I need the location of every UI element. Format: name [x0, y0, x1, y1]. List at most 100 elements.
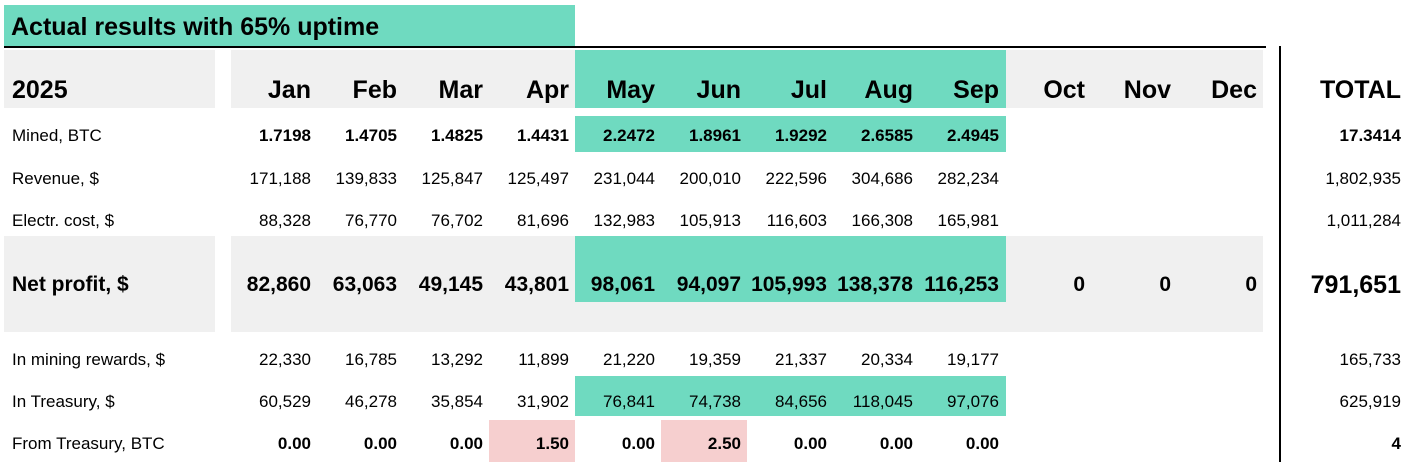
table-cell: 0.00 [793, 434, 827, 453]
table-cell: 82,860 [246, 273, 311, 296]
table-cell: 2.4945 [947, 126, 999, 145]
row-total: 791,651 [1310, 270, 1401, 299]
year-header-bg [4, 50, 215, 108]
table-cell: 60,529 [259, 392, 311, 411]
table-cell: 1.4705 [345, 126, 397, 145]
row-label: In mining rewards, $ [12, 350, 166, 369]
net-profit-label-bg [4, 236, 215, 332]
table-cell: 171,188 [249, 169, 311, 188]
table-cell: 132,983 [593, 211, 655, 230]
table-cell: 43,801 [504, 273, 569, 296]
month-header-dec: Dec [1211, 75, 1257, 104]
row-total: 4 [1391, 434, 1401, 453]
month-header-aug: Aug [864, 75, 913, 104]
table-cell: 282,234 [937, 169, 999, 188]
table-cell: 97,076 [947, 392, 999, 411]
table-cell: 304,686 [851, 169, 913, 188]
table-cell: 20,334 [861, 350, 913, 369]
total-column-divider [1279, 46, 1281, 462]
table-cell: 222,596 [765, 169, 827, 188]
table-cell: 0.00 [363, 434, 397, 453]
highlight-may-sep-header [575, 50, 1006, 108]
table-cell: 19,359 [689, 350, 741, 369]
table-cell: 1.8961 [689, 126, 741, 145]
table-cell: 165,981 [937, 211, 999, 230]
table-cell: 0.00 [449, 434, 483, 453]
row-label: Electr. cost, $ [12, 211, 115, 230]
table-cell: 1.4431 [517, 126, 569, 145]
table-cell: 13,292 [431, 350, 483, 369]
table-cell: 98,061 [590, 273, 655, 296]
row-label: From Treasury, BTC [12, 434, 165, 453]
month-header-jul: Jul [790, 75, 827, 104]
row-label: Revenue, $ [12, 169, 99, 188]
month-header-jun: Jun [696, 75, 741, 104]
highlight-from-treasury-apr [489, 420, 575, 462]
table-cell: 138,378 [837, 273, 913, 296]
month-header-feb: Feb [352, 75, 397, 104]
month-header-jan: Jan [267, 75, 311, 104]
month-header-nov: Nov [1123, 75, 1171, 104]
table-cell: 84,656 [775, 392, 827, 411]
table-cell: 63,063 [332, 273, 397, 296]
month-header-mar: Mar [438, 75, 483, 104]
row-total: 1,011,284 [1326, 211, 1401, 230]
table-cell: 125,847 [421, 169, 483, 188]
table-cell: 76,770 [345, 211, 397, 230]
row-total: 17.3414 [1339, 126, 1401, 145]
table-cell: 1.7198 [259, 126, 311, 145]
table-cell: 118,045 [852, 392, 913, 411]
table-cell: 1.9292 [775, 126, 827, 145]
table-cell: 81,696 [517, 211, 569, 230]
table-cell: 16,785 [345, 350, 397, 369]
table-cell: 1.4825 [431, 126, 483, 145]
month-header-sep: Sep [953, 75, 999, 104]
table-cell: 0 [1159, 273, 1171, 296]
total-header: TOTAL [1319, 75, 1401, 104]
table-cell: 19,177 [947, 350, 999, 369]
table-cell: 0.00 [879, 434, 913, 453]
month-header-may: May [606, 75, 655, 104]
table-cell: 0.00 [277, 434, 311, 453]
table-cell: 125,497 [507, 169, 569, 188]
row-label: Net profit, $ [12, 273, 129, 296]
row-label: In Treasury, $ [12, 392, 115, 411]
highlight-mined-may-sep [575, 116, 1006, 152]
table-cell: 74,738 [689, 392, 741, 411]
highlight-treasury-may-sep [575, 376, 1006, 416]
year-header: 2025 [12, 75, 68, 104]
table-cell: 94,097 [676, 273, 741, 296]
table-cell: 116,603 [766, 211, 827, 230]
table-cell: 49,145 [418, 273, 483, 296]
month-header-apr: Apr [525, 75, 569, 104]
table-cell: 11,899 [518, 350, 569, 369]
table-cell: 46,278 [345, 392, 397, 411]
table-cell: 200,010 [679, 169, 741, 188]
table-cell: 21,220 [603, 350, 655, 369]
row-label: Mined, BTC [12, 126, 102, 145]
row-total: 1,802,935 [1325, 169, 1401, 188]
table-cell: 2.6585 [861, 126, 913, 145]
table-cell: 0.00 [965, 434, 999, 453]
table-cell: 139,833 [335, 169, 397, 188]
table-cell: 0.00 [621, 434, 655, 453]
row-total: 625,919 [1339, 392, 1401, 411]
table-title-banner: Actual results with 65% uptime [4, 5, 575, 47]
table-cell: 2.2472 [603, 126, 655, 145]
highlight-net-profit-may-sep [575, 236, 1006, 302]
table-cell: 166,308 [851, 211, 913, 230]
table-cell: 35,854 [431, 392, 483, 411]
table-cell: 2.50 [707, 434, 741, 453]
table-cell: 1.50 [535, 434, 569, 453]
table-cell: 0 [1073, 273, 1085, 296]
table-cell: 76,702 [431, 211, 483, 230]
table-cell: 105,993 [751, 273, 827, 296]
month-header-oct: Oct [1043, 75, 1085, 104]
table-cell: 76,841 [603, 392, 655, 411]
table-cell: 31,902 [517, 392, 569, 411]
row-total: 165,733 [1339, 350, 1401, 369]
table-cell: 116,253 [924, 273, 999, 296]
highlight-from-treasury-jun [661, 420, 747, 462]
table-cell: 0 [1245, 273, 1257, 296]
header-divider [4, 46, 1266, 48]
